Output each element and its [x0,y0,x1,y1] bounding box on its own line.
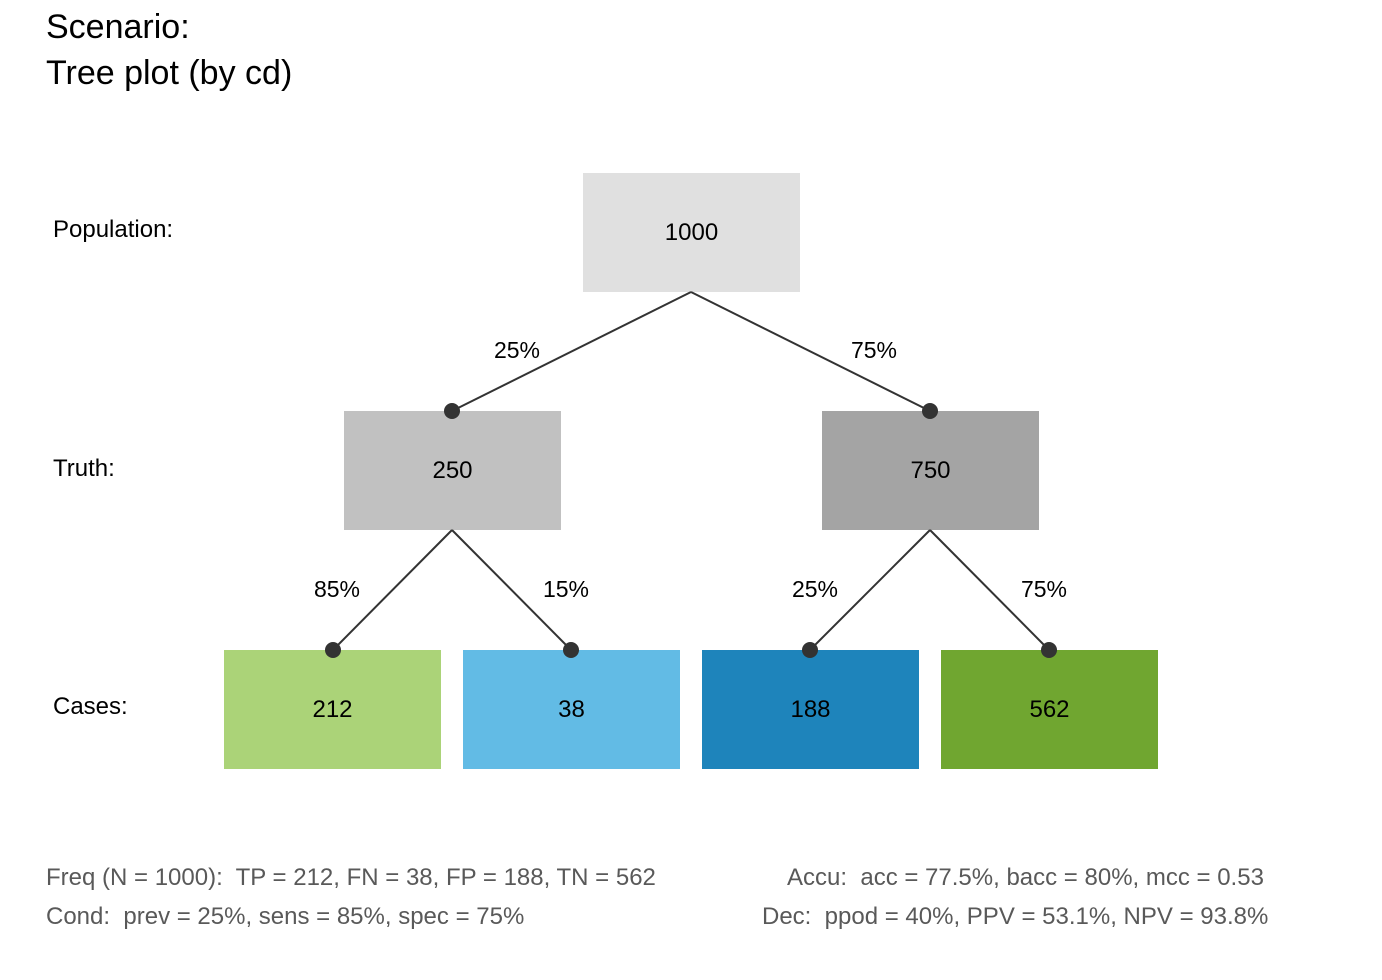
row-label-truth: Truth: [53,455,115,482]
edge-end-dot [802,642,818,658]
title-line-2: Tree plot (by cd) [46,54,293,92]
edge-end-dot [563,642,579,658]
edge-label-prev: 25% [493,337,541,363]
node-condition-true-value: 250 [432,456,473,484]
edge-label-spec: 75% [1020,576,1068,602]
edge-label-sens: 85% [313,576,361,602]
node-condition-false-value: 750 [910,456,951,484]
node-true-positive-value: 212 [312,695,353,723]
footer-cond: Cond: prev = 25%, sens = 85%, spec = 75% [46,903,525,930]
title-line-1: Scenario: [46,8,190,46]
row-label-population: Population: [53,216,174,243]
node-population: 1000 [583,173,800,292]
node-false-negative: 38 [463,650,680,769]
edge-true-to-tp [332,529,453,651]
plot-title: Scenario: Tree plot (by cd) [46,4,292,96]
node-true-positive: 212 [224,650,441,769]
edge-end-dot [325,642,341,658]
edge-end-dot [444,403,460,419]
node-population-value: 1000 [664,218,719,246]
edge-label-fart: 25% [791,576,839,602]
edge-population-to-false [690,291,931,412]
edge-label-mirt: 15% [542,576,590,602]
node-false-positive-value: 188 [790,695,831,723]
edge-false-to-tn [929,529,1050,651]
row-label-cases: Cases: [53,693,128,720]
node-true-negative: 562 [941,650,1158,769]
footer-accu: Accu: acc = 77.5%, bacc = 80%, mcc = 0.5… [787,864,1264,891]
node-false-positive: 188 [702,650,919,769]
edge-true-to-fn [451,529,572,651]
node-condition-true: 250 [344,411,561,530]
footer-freq: Freq (N = 1000): TP = 212, FN = 38, FP =… [46,864,656,891]
edge-end-dot [1041,642,1057,658]
node-false-negative-value: 38 [558,695,585,723]
edge-population-to-true [451,291,692,412]
edge-false-to-fp [809,529,931,651]
node-condition-false: 750 [822,411,1039,530]
node-true-negative-value: 562 [1029,695,1070,723]
footer-dec: Dec: ppod = 40%, PPV = 53.1%, NPV = 93.8… [762,903,1269,930]
edge-label-one-minus-prev: 75% [850,337,898,363]
edge-end-dot [922,403,938,419]
